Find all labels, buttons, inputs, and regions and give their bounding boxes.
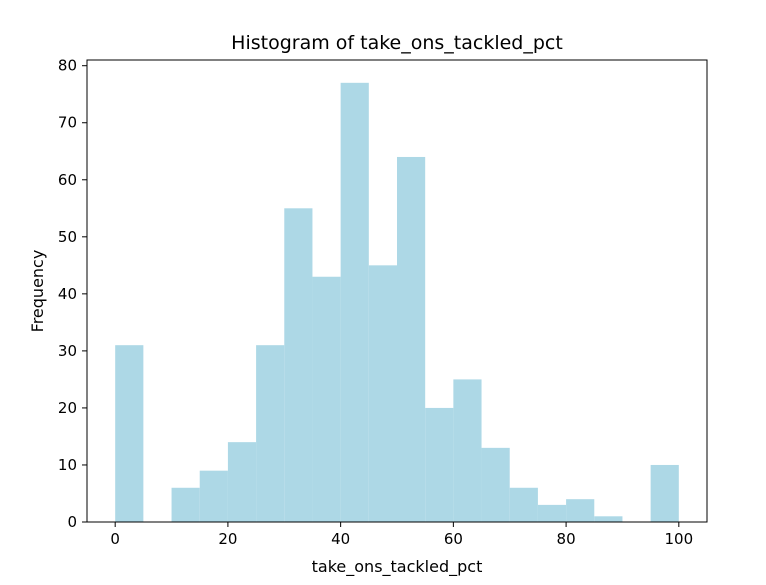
- x-tick-label: 60: [444, 530, 463, 548]
- bars-group: [115, 82, 679, 523]
- histogram-bar: [453, 379, 482, 522]
- chart-title: Histogram of take_ons_tackled_pct: [231, 32, 563, 54]
- histogram-bar: [256, 345, 285, 522]
- histogram-bar: [425, 407, 454, 522]
- plot-frame: [86, 59, 708, 523]
- y-tick-label: 80: [58, 57, 77, 75]
- x-tick-label: 20: [218, 530, 237, 548]
- x-tick-label: 0: [110, 530, 120, 548]
- y-tick-label: 20: [58, 399, 77, 417]
- x-axis-label: take_ons_tackled_pct: [312, 557, 483, 577]
- histogram-bar: [594, 516, 623, 522]
- histogram-bar: [115, 345, 144, 522]
- histogram-bar: [312, 276, 341, 522]
- histogram-bar: [397, 156, 426, 523]
- histogram-bar: [171, 487, 200, 522]
- y-tick-label: 10: [58, 456, 77, 474]
- x-tick-label: 100: [664, 530, 693, 548]
- x-tick-label: 80: [557, 530, 576, 548]
- histogram-bar: [284, 208, 313, 522]
- x-axis-ticks: 0 20 40 60 80 100: [110, 522, 693, 548]
- y-tick-label: 30: [58, 342, 77, 360]
- y-tick-label: 40: [58, 285, 77, 303]
- y-axis-label: Frequency: [28, 250, 47, 333]
- y-tick-label: 70: [58, 114, 77, 132]
- histogram-bar: [199, 470, 228, 522]
- histogram-bar: [368, 265, 397, 522]
- x-tick-label: 40: [331, 530, 350, 548]
- histogram-bar: [481, 447, 510, 522]
- y-tick-label: 0: [67, 513, 77, 531]
- histogram-bar: [537, 504, 567, 522]
- y-tick-label: 60: [58, 171, 77, 189]
- y-tick-label: 50: [58, 228, 77, 246]
- histogram-bar: [650, 464, 679, 522]
- histogram-bar: [227, 442, 257, 522]
- y-axis-ticks: 0 10 20 30 40 50 60 70 80: [58, 57, 87, 531]
- histogram-bar: [340, 82, 369, 522]
- histogram-bar: [509, 487, 538, 522]
- histogram-bar: [566, 499, 595, 522]
